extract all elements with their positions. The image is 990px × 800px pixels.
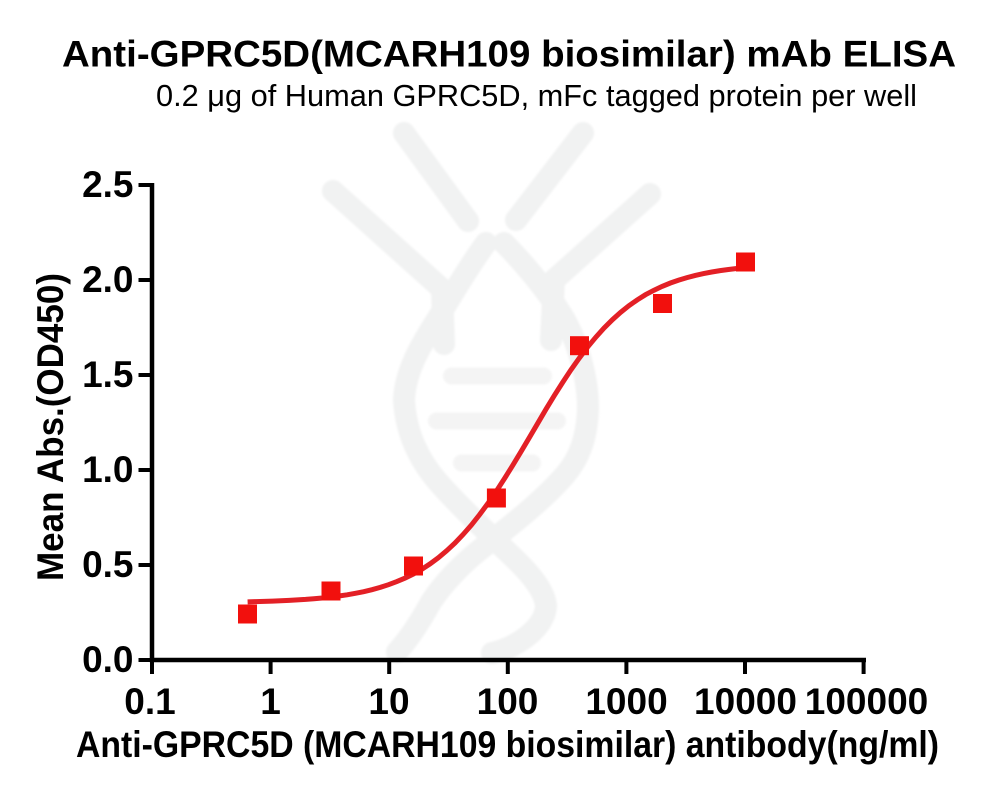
svg-text:1: 1 <box>260 681 281 722</box>
svg-text:0.2 μg of Human GPRC5D, mFc ta: 0.2 μg of Human GPRC5D, mFc tagged prote… <box>156 78 917 113</box>
svg-text:2.0: 2.0 <box>82 259 133 300</box>
svg-text:1000: 1000 <box>585 681 667 722</box>
svg-text:Anti-GPRC5D(MCARH109 biosimila: Anti-GPRC5D(MCARH109 biosimilar) mAb ELI… <box>62 34 956 75</box>
svg-text:10000: 10000 <box>694 681 797 722</box>
svg-text:0.5: 0.5 <box>82 544 133 585</box>
svg-text:1.5: 1.5 <box>82 354 133 395</box>
svg-text:0.1: 0.1 <box>124 681 175 722</box>
svg-text:10: 10 <box>368 681 409 722</box>
svg-text:Anti-GPRC5D (MCARH109 biosimil: Anti-GPRC5D (MCARH109 biosimilar) antibo… <box>76 724 939 765</box>
svg-text:100: 100 <box>477 681 539 722</box>
svg-text:0.0: 0.0 <box>82 639 133 680</box>
svg-text:1.0: 1.0 <box>82 449 133 490</box>
svg-text:2.5: 2.5 <box>82 164 133 205</box>
svg-text:100000: 100000 <box>805 681 928 722</box>
svg-text:Mean Abs.(OD450): Mean Abs.(OD450) <box>30 273 71 581</box>
